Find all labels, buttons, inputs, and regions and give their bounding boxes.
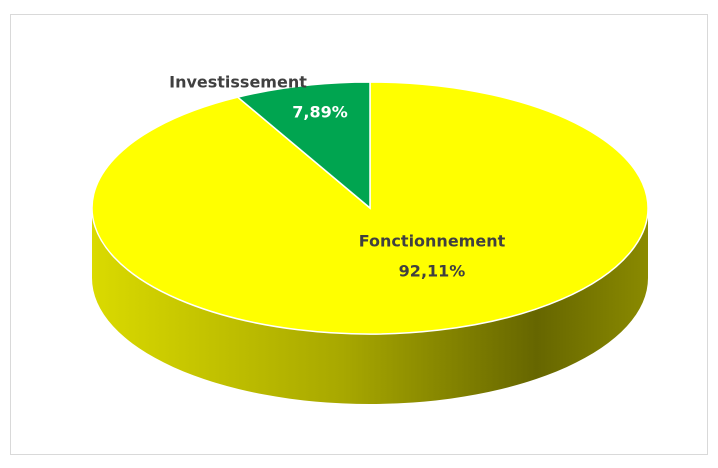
pie-slice — [236, 81, 371, 210]
slice-category-label: Fonctionnement — [359, 232, 506, 251]
slice-category-label: Investissement — [169, 73, 307, 92]
slice-value-label: 92,11% — [399, 262, 466, 281]
pie-side — [92, 208, 648, 404]
slice-value-label: 7,89% — [292, 103, 348, 122]
